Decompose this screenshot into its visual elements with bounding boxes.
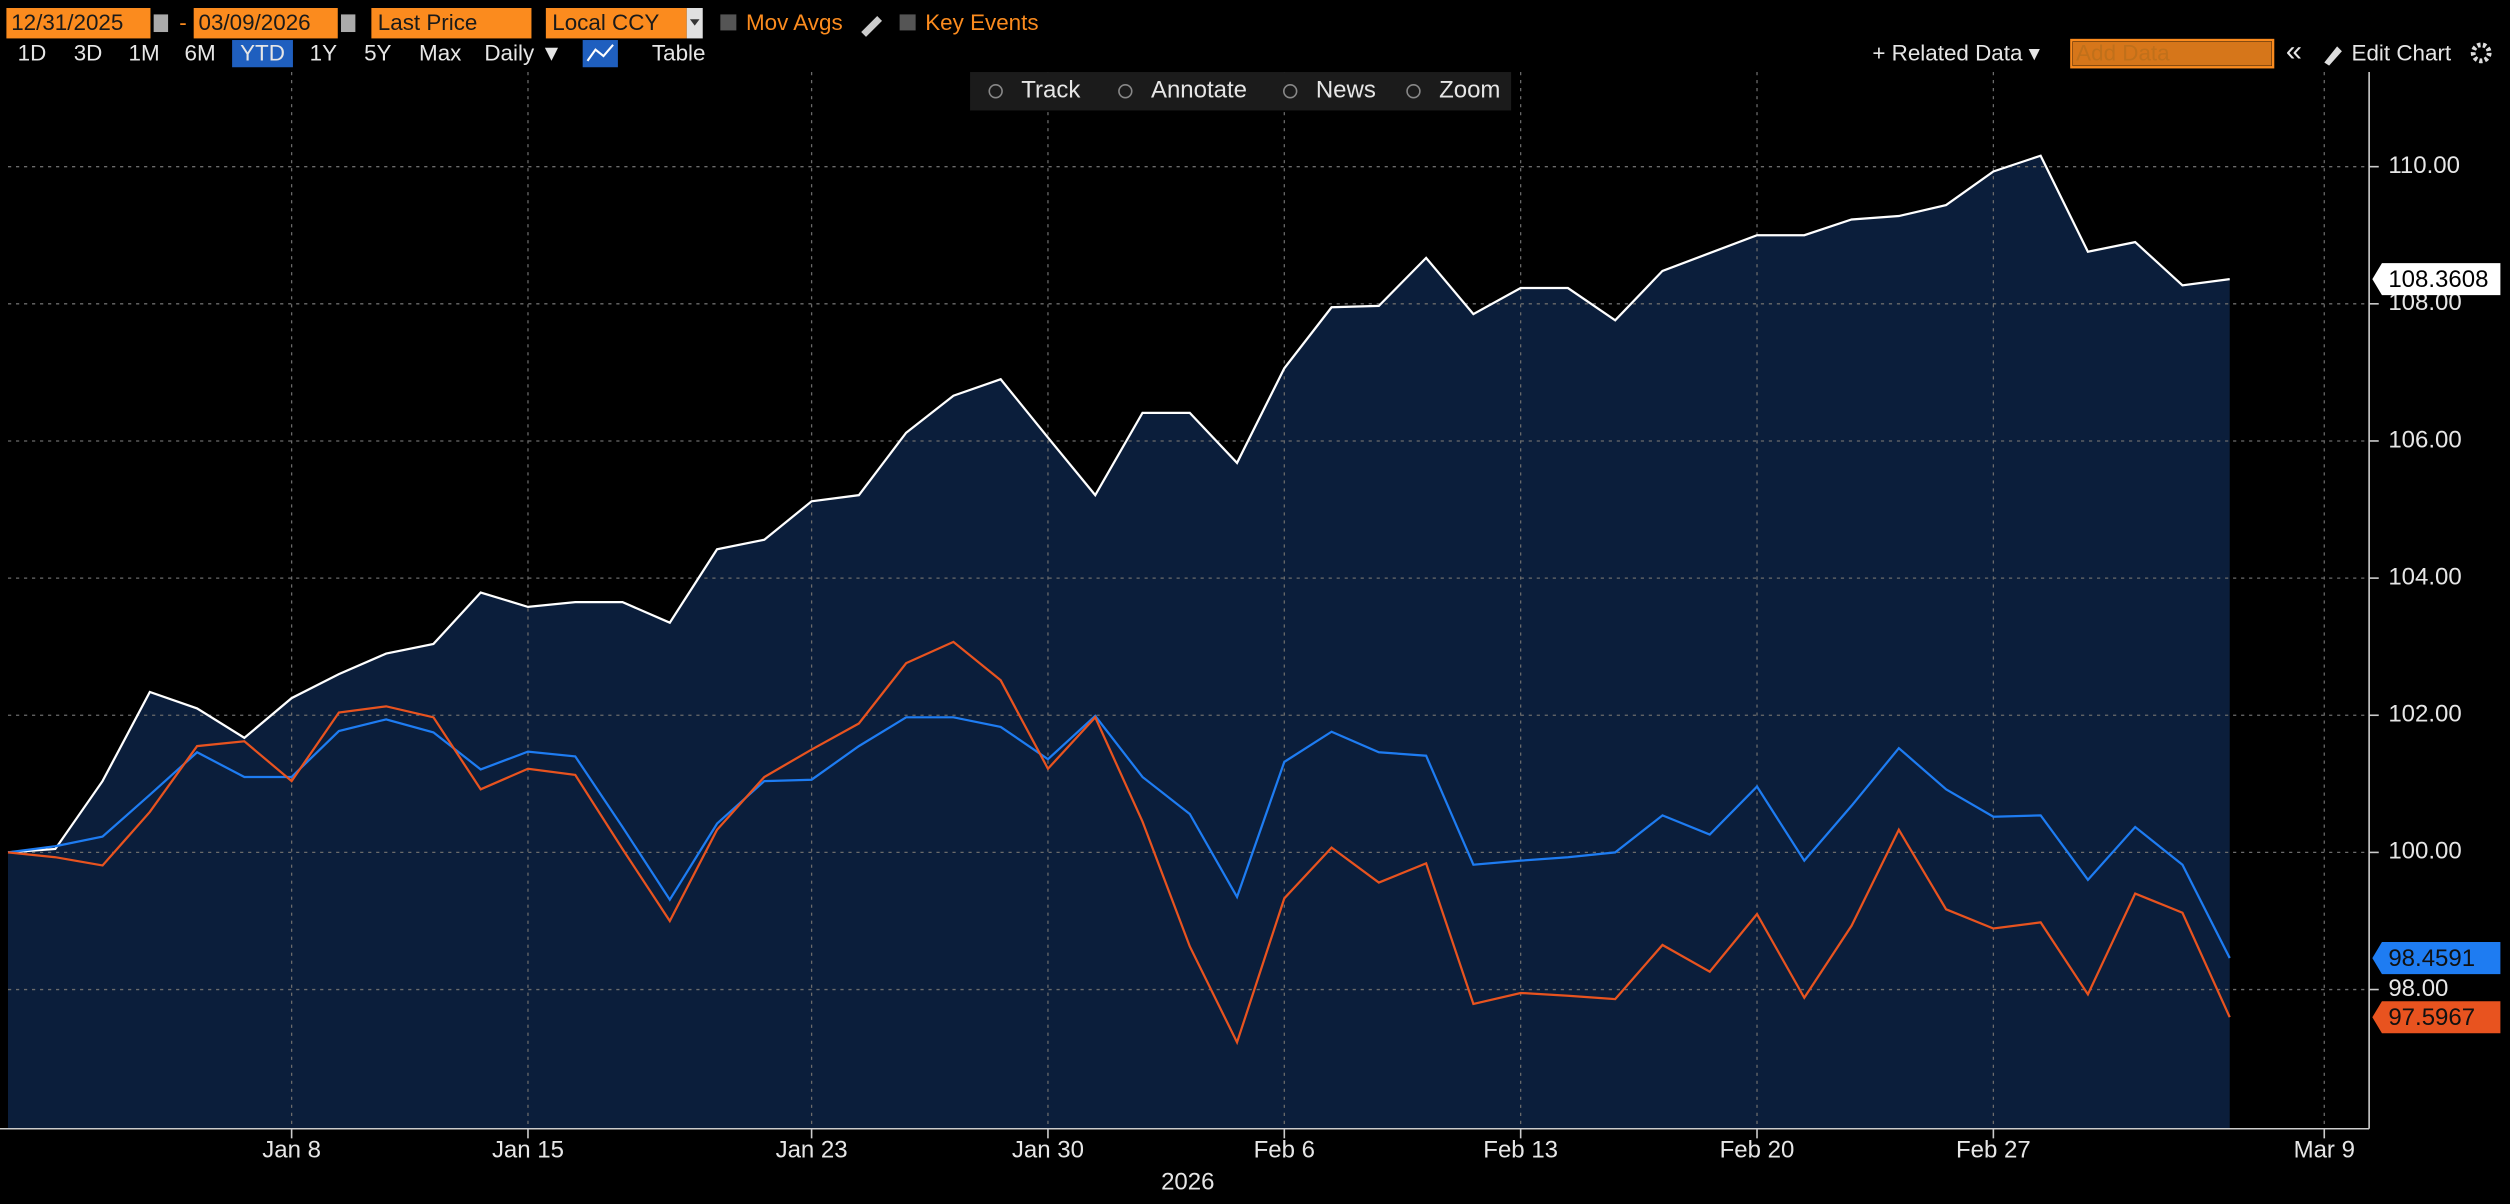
pencil-icon[interactable]	[2324, 46, 2342, 66]
period-button[interactable]: 5Y	[364, 40, 391, 65]
x-tick-label: Jan 23	[776, 1137, 848, 1164]
tool-button[interactable]: Track	[1021, 77, 1081, 104]
currency[interactable]: Local CCY	[552, 10, 659, 35]
end-date-box[interactable]	[193, 8, 338, 39]
y-tick-label: 110.00	[2388, 152, 2460, 179]
tool-icon[interactable]	[1406, 84, 1421, 99]
tool-button[interactable]: Annotate	[1151, 77, 1247, 104]
calendar-icon[interactable]	[153, 14, 169, 33]
series-line	[7, 640, 2231, 1046]
chart-type-icon	[586, 44, 614, 62]
last-value-tag	[2372, 263, 2501, 296]
x-tick-label: Feb 20	[1720, 1137, 1795, 1164]
plot-area: Jan 8 Jan 15 Jan 23 Jan 30 Feb 6 Feb 13 Feb 20…	[0, 72, 2501, 1196]
end-date[interactable]: 03/09/2026	[198, 10, 310, 35]
date-separator: -	[179, 10, 186, 35]
collapse[interactable]: «	[2286, 35, 2302, 67]
related-data[interactable]: + Related Data ▾	[1872, 40, 2040, 65]
y-tick-label: 102.00	[2388, 701, 2461, 728]
tools-bar	[970, 72, 1512, 111]
last-value-tag	[2372, 942, 2501, 975]
frequency[interactable]: Daily ▼	[484, 40, 562, 65]
period-button[interactable]: 1M	[129, 40, 160, 65]
x-axis-year: 2026	[1161, 1169, 1214, 1196]
start-date[interactable]: 12/31/2025	[11, 10, 123, 35]
x-tick-label: Jan 30	[1012, 1137, 1084, 1164]
last-value-label: 108.3608	[2388, 266, 2488, 293]
mov-avgs[interactable]: Mov Avgs	[746, 10, 843, 35]
checkbox[interactable]	[720, 14, 737, 31]
y-tick-label: 104.00	[2388, 563, 2461, 590]
field-box[interactable]	[371, 8, 532, 39]
period-button[interactable]: YTD	[240, 40, 285, 65]
period-bar: 1D 3D 1M 6M YTD 1Y 5Y Max	[18, 40, 461, 68]
tool-icon[interactable]	[1283, 84, 1298, 99]
period-button[interactable]: 6M	[185, 40, 216, 65]
settings-icon[interactable]	[2470, 42, 2492, 64]
y-tick-label: 98.00	[2388, 975, 2448, 1002]
tools: Track Annotate News Zoom	[988, 77, 1500, 104]
y-tick-label: 100.00	[2388, 838, 2461, 865]
calendar-icon[interactable]	[340, 14, 356, 33]
last-value-label: 98.4591	[2388, 945, 2475, 972]
tool-icon[interactable]	[988, 84, 1003, 99]
period-selected[interactable]	[232, 40, 293, 68]
currency-box[interactable]	[545, 8, 687, 39]
dropdown-arrow	[689, 19, 700, 26]
x-tick-label: Feb 13	[1483, 1137, 1558, 1164]
x-tick-label: Feb 6	[1254, 1137, 1315, 1164]
x-tick-label: Jan 15	[492, 1137, 564, 1164]
start-date-box[interactable]	[6, 8, 151, 39]
y-tick-label: 106.00	[2388, 426, 2461, 453]
series-line	[7, 154, 2230, 854]
pencil-icon[interactable]	[861, 16, 883, 37]
period-button[interactable]: Max	[419, 40, 461, 65]
field[interactable]: Last Price	[378, 10, 478, 35]
add-data-fill	[2072, 41, 2272, 66]
table-button[interactable]: Table	[652, 40, 706, 65]
tool-button[interactable]: Zoom	[1439, 77, 1500, 104]
area	[8, 155, 2230, 1129]
tool-button[interactable]: News	[1316, 77, 1376, 104]
series-line	[7, 714, 2231, 959]
period-button[interactable]: 1Y	[310, 40, 337, 65]
x-tick-label: Mar 9	[2294, 1137, 2355, 1164]
add-data[interactable]: Add Data	[2076, 40, 2170, 65]
period-button[interactable]: 3D	[74, 40, 103, 65]
key-events[interactable]: Key Events	[925, 10, 1038, 35]
x-tick-label: Jan 8	[262, 1137, 321, 1164]
checkbox[interactable]	[899, 14, 916, 31]
last-value-label: 97.5967	[2388, 1004, 2475, 1031]
period-button[interactable]: 1D	[18, 40, 47, 65]
tool-icon[interactable]	[1118, 84, 1133, 99]
last-value-tag	[2372, 1001, 2501, 1034]
edit-chart[interactable]: Edit Chart	[2352, 40, 2452, 65]
x-tick-label: Feb 27	[1956, 1137, 2031, 1164]
